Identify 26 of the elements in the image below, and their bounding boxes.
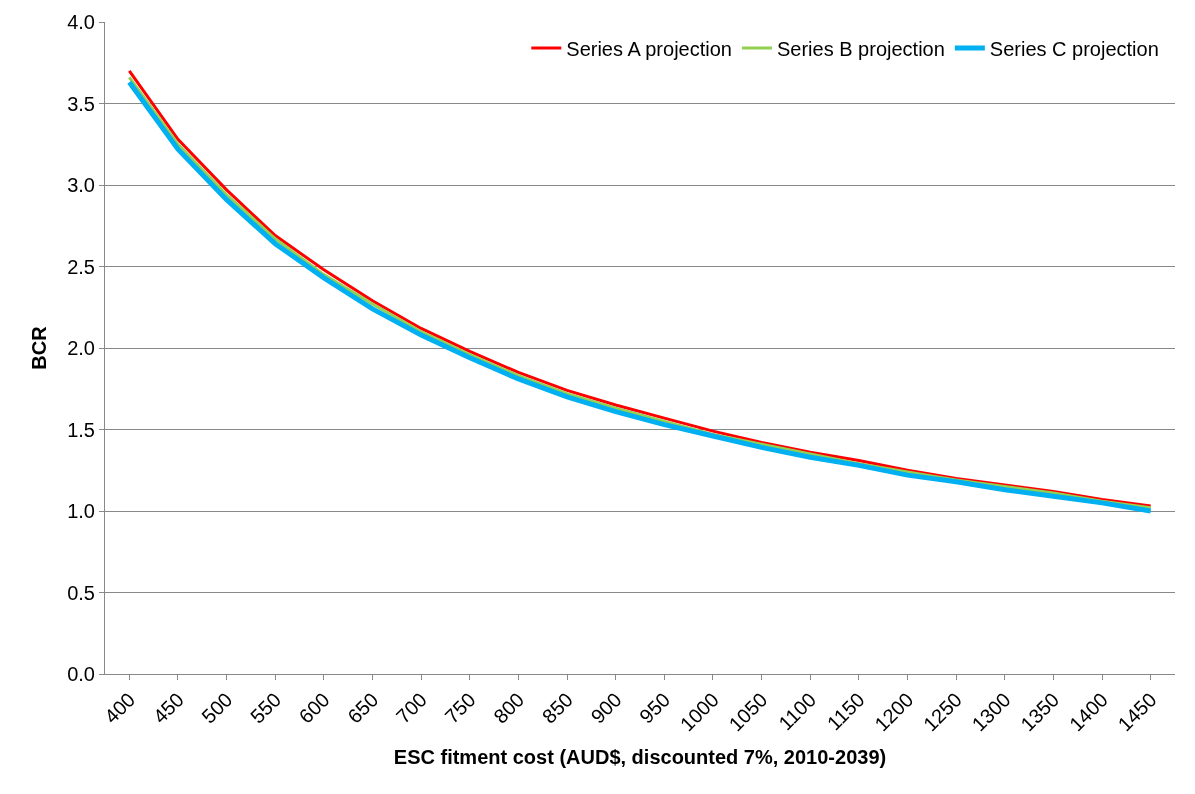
y-tick-label: 1.0 xyxy=(67,500,95,522)
y-tick-label: 0.5 xyxy=(67,581,95,604)
legend-label: Series A projection xyxy=(566,37,732,60)
x-tick-label: 650 xyxy=(343,688,383,728)
legend-label: Series C projection xyxy=(989,37,1159,60)
y-tick-label: 4.0 xyxy=(67,11,95,33)
y-tick-label: 1.5 xyxy=(67,418,95,441)
x-axis-title: ESC fitment cost (AUD$, discounted 7%, 2010-2039) xyxy=(393,745,887,768)
x-tick-label: 950 xyxy=(635,688,675,728)
x-tick-label: 750 xyxy=(440,688,480,728)
x-tick-label: 500 xyxy=(197,688,237,728)
y-tick-label: 0.0 xyxy=(67,663,95,685)
x-tick-label: 700 xyxy=(391,688,432,728)
legend-label: Series B projection xyxy=(776,37,945,60)
x-tick-label: 450 xyxy=(148,688,188,728)
y-axis-title: BCR xyxy=(27,325,50,370)
x-tick-label: 850 xyxy=(537,688,577,728)
y-tick-label: 2.0 xyxy=(67,337,95,359)
y-tick-label: 3.5 xyxy=(67,92,95,115)
x-tick-label: 400 xyxy=(100,688,140,728)
x-tick-label: 800 xyxy=(489,688,529,728)
x-tick-label: 550 xyxy=(245,688,286,728)
x-tick-label: 900 xyxy=(586,688,626,728)
y-tick-label: 3.0 xyxy=(67,174,95,196)
x-tick-label: 600 xyxy=(294,688,334,728)
y-tick-label: 2.5 xyxy=(67,255,95,278)
